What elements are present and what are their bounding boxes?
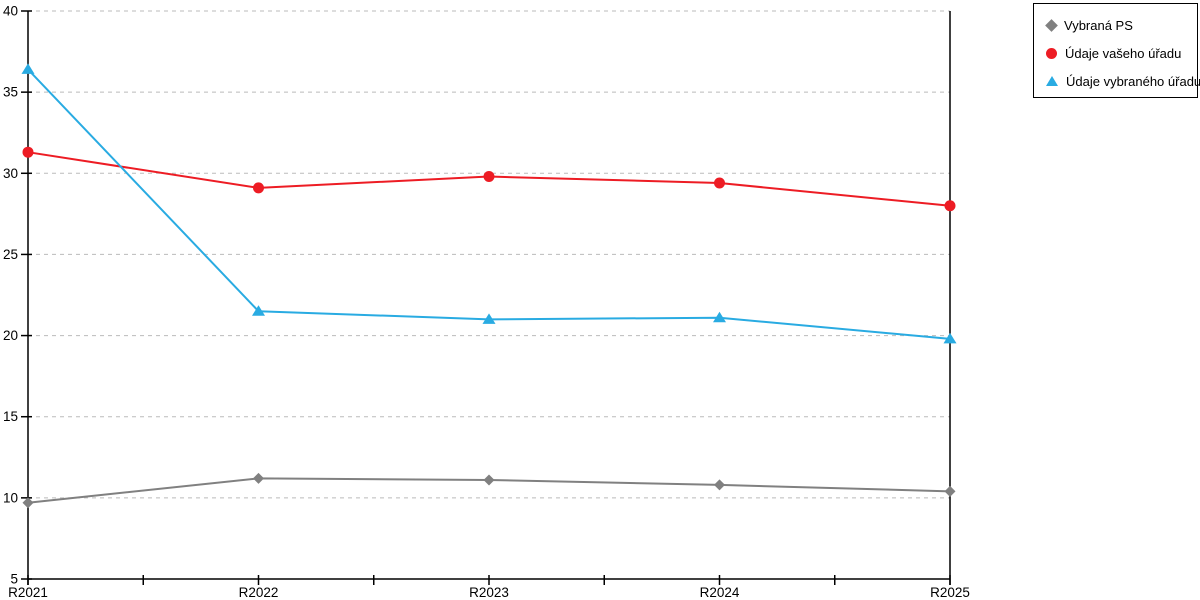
data-point [482,313,496,324]
series-1 [22,146,956,212]
y-tick-label: 10 [3,490,18,505]
data-point [252,305,265,316]
y-tick-label: 5 [10,572,18,587]
data-point [22,497,34,509]
legend-item-vybrana-ps: Vybraná PS [1045,11,1197,39]
x-tick-label: R2021 [8,585,48,600]
legend-item-udaje-vaseho-uradu: Údaje vašeho úřadu [1046,39,1197,67]
y-tick-label: 15 [3,409,18,424]
legend-item-udaje-vybraneho-uradu: Údaje vybraného úřadu [1046,67,1200,95]
gridlines [28,10,950,499]
data-point [943,332,957,344]
data-point [21,63,35,74]
y-tick-label: 30 [3,166,18,181]
diamond-marker-icon [1045,18,1058,32]
axes [27,11,951,585]
legend-box: Vybraná PS Údaje vašeho úřadu Údaje vybr… [1033,3,1200,98]
legend-label: Vybraná PS [1064,17,1133,33]
y-tick-label: 35 [3,85,18,100]
x-tick-label: R2022 [239,585,279,600]
x-ticks: R2021 R2022 R2023 R2024 R2025 [8,575,970,600]
y-tick-label: 25 [3,247,18,262]
x-tick-label: R2024 [700,585,740,600]
data-point [22,146,34,158]
data-point [944,200,956,212]
triangle-marker-icon [1046,76,1058,86]
series-2 [21,63,957,344]
series-0 [22,472,956,509]
x-tick-label: R2025 [930,585,970,600]
data-point [714,479,725,491]
y-tick-label: 20 [3,328,18,343]
series-line [27,68,951,340]
x-tick-label: R2023 [469,585,509,600]
data-point [714,177,725,189]
y-ticks: 5 10 15 20 25 30 35 40 [3,4,32,587]
legend-label: Údaje vašeho úřadu [1065,45,1182,61]
data-point [483,171,495,183]
data-point [713,311,726,323]
data-point [253,182,264,194]
circle-marker-icon [1046,47,1057,59]
data-point [253,472,264,484]
data-point [944,485,956,497]
data-point [483,474,495,486]
legend-label: Údaje vybraného úřadu [1066,73,1200,89]
y-tick-label: 40 [3,4,18,19]
